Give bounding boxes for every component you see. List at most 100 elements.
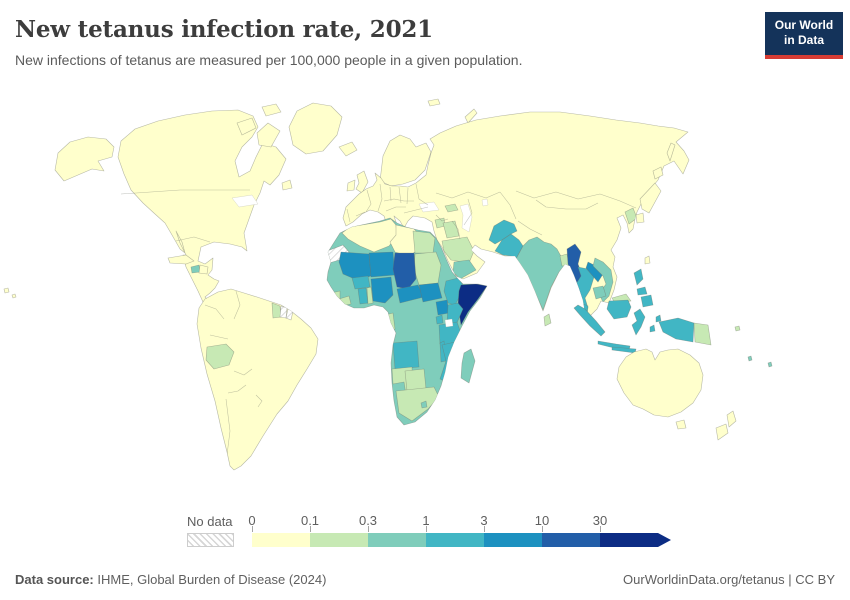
country-indonesia-maluku[interactable] xyxy=(649,324,656,333)
owid-link[interactable]: OurWorldinData.org/tetanus xyxy=(623,572,785,587)
country-taiwan[interactable] xyxy=(644,255,651,265)
country-south-africa[interactable] xyxy=(395,386,440,422)
legend-bin-10-30[interactable] xyxy=(542,533,600,547)
country-indonesia-sumatra[interactable] xyxy=(573,304,606,337)
legend-bin-1-3[interactable] xyxy=(426,533,484,547)
country-japan[interactable] xyxy=(652,166,664,180)
country-new-zealand[interactable] xyxy=(726,410,737,428)
black-sea-water xyxy=(418,201,440,213)
country-iceland[interactable] xyxy=(338,141,358,157)
country-iraq[interactable] xyxy=(442,220,460,239)
footer-divider: | xyxy=(784,572,796,587)
country-egypt[interactable] xyxy=(412,230,436,254)
world-map[interactable] xyxy=(0,95,850,507)
country-algeria[interactable] xyxy=(341,218,398,253)
legend-tick xyxy=(252,526,253,532)
country-rwanda[interactable] xyxy=(435,314,444,325)
country-angola[interactable] xyxy=(392,340,420,370)
country-sakhalin[interactable] xyxy=(666,142,676,162)
country-madagascar[interactable] xyxy=(460,348,476,384)
country-dominican-republic[interactable] xyxy=(198,264,209,275)
country-cambodia[interactable] xyxy=(592,285,607,300)
country-saudi-arabia[interactable] xyxy=(441,236,475,264)
country-afghanistan[interactable] xyxy=(488,219,518,245)
country-togo[interactable] xyxy=(366,286,374,305)
country-hawaii[interactable] xyxy=(11,293,17,299)
legend-arrow xyxy=(658,533,671,547)
country-gabon[interactable] xyxy=(384,312,396,331)
legend-tick xyxy=(484,526,485,532)
legend-bin-0-0.1[interactable] xyxy=(252,533,310,547)
country-scandinavia[interactable] xyxy=(379,134,432,187)
country-new-zealand[interactable] xyxy=(715,423,729,441)
country-japan[interactable] xyxy=(635,212,645,224)
legend-bin-3-10[interactable] xyxy=(484,533,542,547)
country-newfoundland[interactable] xyxy=(281,179,293,191)
caspian-sea-water xyxy=(459,203,473,233)
country-burkina-faso[interactable] xyxy=(351,275,371,290)
country-cuba[interactable] xyxy=(167,254,195,265)
chart-footer: Data source: IHME, Global Burden of Dise… xyxy=(15,572,835,587)
no-data-label: No data xyxy=(187,514,233,529)
legend-tick-label: 30 xyxy=(592,513,608,528)
legend-bin-0.3-1[interactable] xyxy=(368,533,426,547)
country-arctic-island[interactable] xyxy=(236,117,257,136)
country-ireland[interactable] xyxy=(346,179,356,192)
us-canada-border xyxy=(120,189,250,195)
country-north-america[interactable] xyxy=(117,109,287,303)
country-indonesia-kalimantan[interactable] xyxy=(606,299,632,320)
country-ghana[interactable] xyxy=(357,287,369,305)
country-sudan[interactable] xyxy=(413,251,442,286)
country-tasmania[interactable] xyxy=(675,419,687,430)
country-arctic-island[interactable] xyxy=(261,103,282,117)
sa-borders xyxy=(204,290,263,456)
legend-bin-0.1-0.3[interactable] xyxy=(310,533,368,547)
great-lakes-water xyxy=(231,194,259,208)
country-indonesia-sulawesi[interactable] xyxy=(631,308,646,336)
country-solomon-islands[interactable] xyxy=(734,325,741,332)
country-botswana[interactable] xyxy=(404,368,427,392)
legend-tick-label: 1 xyxy=(422,513,430,528)
country-hawaii[interactable] xyxy=(3,287,10,294)
country-sri-lanka[interactable] xyxy=(543,313,552,327)
country-indonesia-maluku[interactable] xyxy=(655,314,662,323)
country-arctic-island[interactable] xyxy=(256,122,281,148)
owid-logo[interactable]: Our World in Data xyxy=(765,12,843,59)
country-philippines[interactable] xyxy=(640,294,654,308)
legend-tick xyxy=(542,526,543,532)
country-indonesia-west-papua[interactable] xyxy=(658,317,695,343)
chart-subtitle: New infections of tetanus are measured p… xyxy=(15,52,523,68)
country-greenland[interactable] xyxy=(288,102,343,155)
country-somalia[interactable] xyxy=(457,283,487,326)
country-indonesia-lesser-sunda[interactable] xyxy=(611,346,637,354)
country-philippines[interactable] xyxy=(633,268,644,286)
country-alaska[interactable] xyxy=(54,136,115,182)
lake-victoria-water xyxy=(444,318,454,328)
country-philippines[interactable] xyxy=(636,286,648,296)
country-australia[interactable] xyxy=(616,348,704,418)
country-georgia[interactable] xyxy=(444,203,459,213)
country-nigeria[interactable] xyxy=(370,276,394,304)
country-bolivia[interactable] xyxy=(205,343,235,370)
legend-tick-label: 0.3 xyxy=(358,513,378,528)
legend-bin-30+[interactable] xyxy=(600,533,658,547)
country-south-america[interactable] xyxy=(196,288,319,471)
country-yemen[interactable] xyxy=(452,259,477,280)
country-lesotho[interactable] xyxy=(420,400,428,409)
country-niger[interactable] xyxy=(368,251,396,278)
country-chad[interactable] xyxy=(392,252,417,290)
country-novaya-zemlya[interactable] xyxy=(464,108,478,124)
no-data-swatch[interactable] xyxy=(187,533,234,547)
country-svalbard[interactable] xyxy=(427,98,441,107)
legend-tick xyxy=(600,526,601,532)
country-south-sudan[interactable] xyxy=(418,282,443,303)
country-papua-new-guinea[interactable] xyxy=(693,322,712,346)
country-fiji[interactable] xyxy=(767,361,773,368)
data-source-prefix: Data source: xyxy=(15,572,94,587)
legend-tick-label: 0 xyxy=(248,513,256,528)
footer-right: OurWorldinData.org/tetanus | CC BY xyxy=(623,572,835,587)
country-japan[interactable] xyxy=(639,182,662,214)
country-vanuatu[interactable] xyxy=(747,355,753,362)
country-uganda[interactable] xyxy=(435,299,450,316)
